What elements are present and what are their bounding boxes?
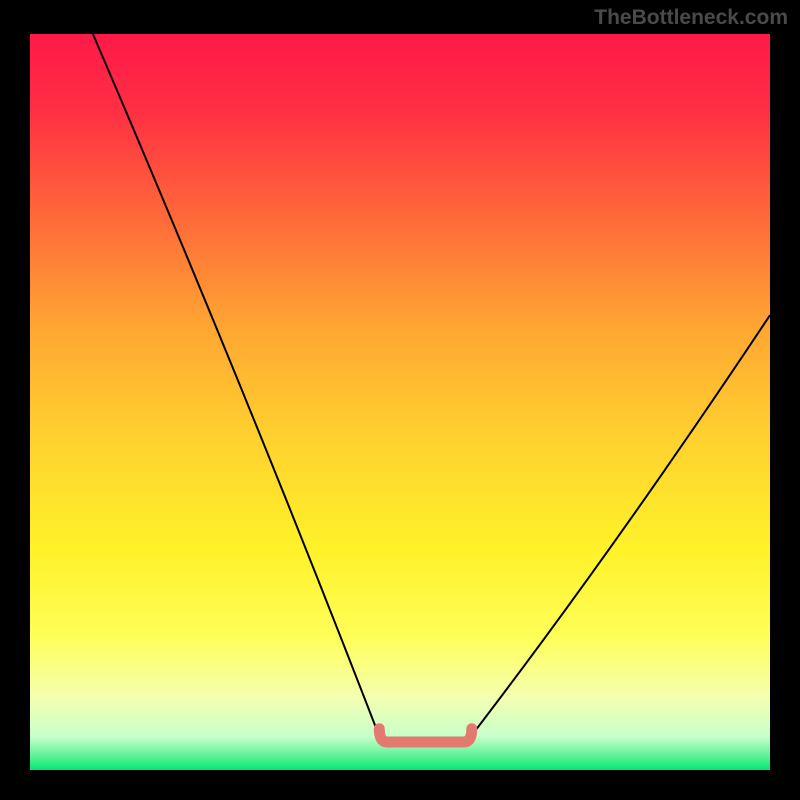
watermark-text: TheBottleneck.com <box>594 6 788 30</box>
curve-layer <box>30 34 770 770</box>
plot-area <box>30 34 770 770</box>
bottleneck-curve <box>93 34 770 742</box>
valley-marker-band <box>379 729 472 742</box>
chart-container: TheBottleneck.com <box>0 0 800 800</box>
